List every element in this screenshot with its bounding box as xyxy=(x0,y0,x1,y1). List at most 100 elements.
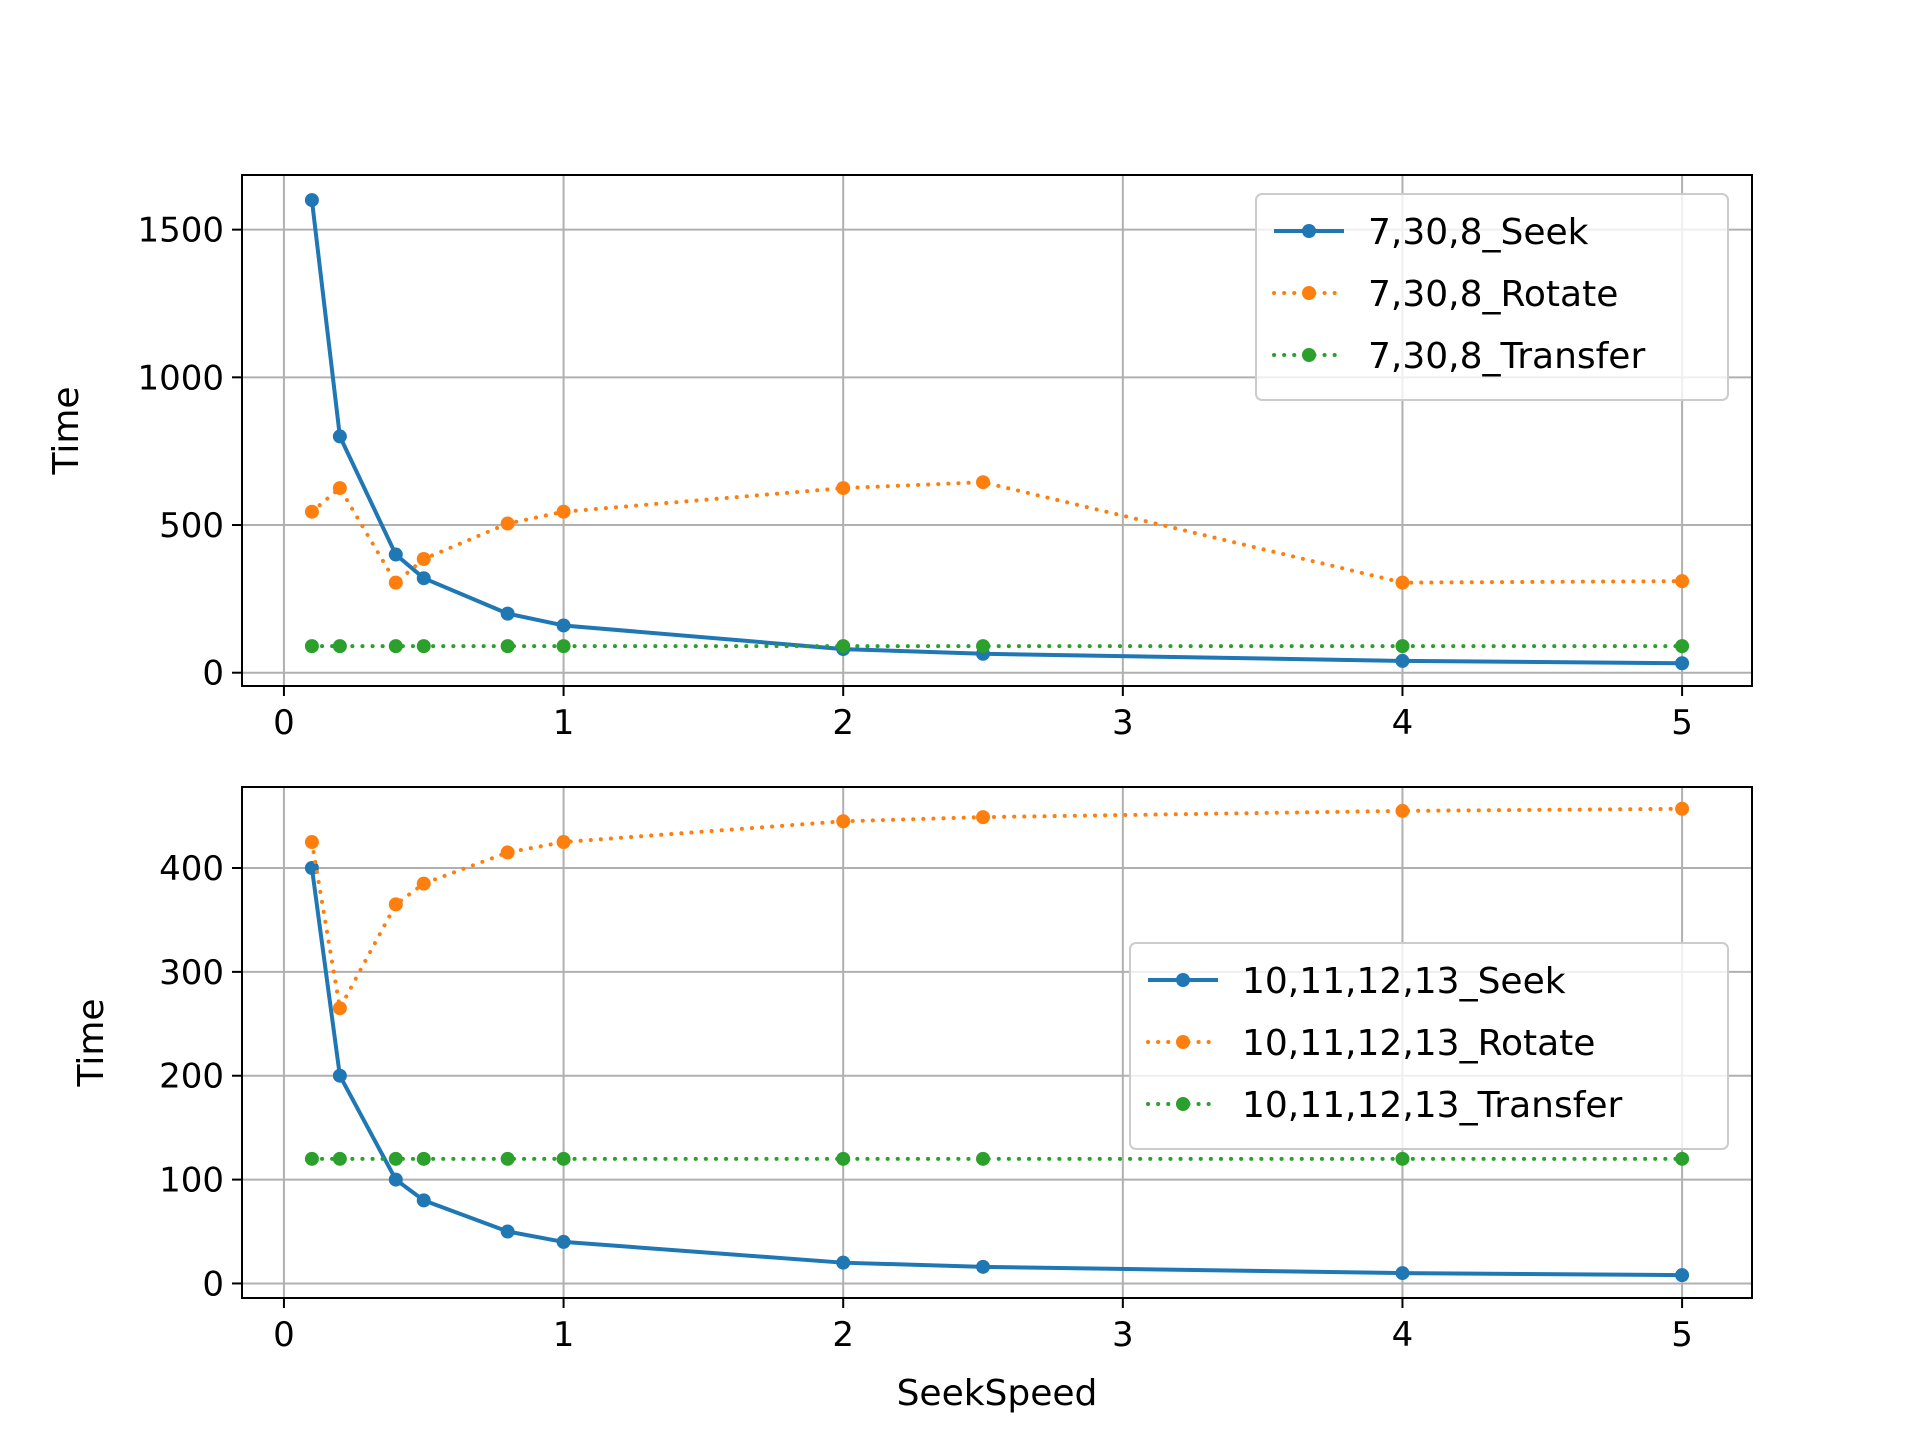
data-point xyxy=(556,639,571,654)
data-point xyxy=(332,429,347,444)
legend-label: 10,11,12,13_Seek xyxy=(1242,961,1566,1002)
data-point xyxy=(500,1151,515,1166)
legend: 10,11,12,13_Seek 10,11,12,13_Rotate 10,11,… xyxy=(1129,942,1729,1150)
data-point xyxy=(976,475,991,490)
subplot-2: 0 1 2 3 4 5 0 100 200 300 400 Time SeekSpeed 10,11,12… xyxy=(71,786,1753,1414)
data-point xyxy=(416,1193,431,1208)
data-point xyxy=(1395,575,1410,590)
y-tick-label: 0 xyxy=(202,1264,224,1304)
series-line-1 xyxy=(309,867,1683,1278)
data-point xyxy=(500,1224,515,1239)
data-point xyxy=(304,639,319,654)
plot-frame xyxy=(241,786,1753,1299)
legend-marker xyxy=(1302,224,1316,238)
data-point xyxy=(976,1259,991,1274)
series-line-2 xyxy=(309,480,1685,585)
data-point xyxy=(1675,1151,1690,1166)
data-point xyxy=(1395,1266,1410,1281)
data-point xyxy=(976,639,991,654)
data-point xyxy=(416,1151,431,1166)
data-point xyxy=(332,1001,347,1016)
x-tick-label: 3 xyxy=(1112,1315,1134,1355)
x-tick-label: 2 xyxy=(832,703,854,743)
data-point xyxy=(836,1255,851,1270)
x-tick-label: 2 xyxy=(832,1315,854,1355)
x-tick-label: 1 xyxy=(553,703,575,743)
data-point xyxy=(332,1151,347,1166)
data-point xyxy=(500,639,515,654)
x-tick-label: 3 xyxy=(1112,703,1134,743)
data-point xyxy=(332,1068,347,1083)
data-point xyxy=(556,618,571,633)
data-point xyxy=(500,845,515,860)
data-point xyxy=(388,1172,403,1187)
data-point xyxy=(304,193,319,208)
data-point xyxy=(304,835,319,850)
legend-marker xyxy=(1176,973,1190,987)
data-point xyxy=(388,1151,403,1166)
legend-label: 7,30,8_Transfer xyxy=(1368,336,1645,377)
legend-marker xyxy=(1302,348,1316,362)
data-point xyxy=(556,835,571,850)
y-tick-label: 100 xyxy=(159,1161,224,1201)
x-tick-label: 4 xyxy=(1392,703,1414,743)
data-point xyxy=(1395,639,1410,654)
y-tick-label: 300 xyxy=(159,953,224,993)
y-tick-label: 200 xyxy=(159,1057,224,1097)
data-point xyxy=(1675,639,1690,654)
legend-label: 10,11,12,13_Transfer xyxy=(1242,1085,1623,1126)
data-point xyxy=(332,481,347,496)
data-point xyxy=(1395,803,1410,818)
legend: 7,30,8_Seek 7,30,8_Rotate 7,30,8_Transfer xyxy=(1255,193,1729,401)
data-point xyxy=(416,551,431,566)
data-point xyxy=(416,876,431,891)
x-axis-label: SeekSpeed xyxy=(897,1373,1098,1414)
x-tick-label: 5 xyxy=(1671,1315,1693,1355)
data-point xyxy=(416,571,431,586)
data-point xyxy=(836,814,851,829)
x-tick-label: 0 xyxy=(273,1315,295,1355)
x-tick-label: 5 xyxy=(1671,703,1693,743)
y-tick-label: 1500 xyxy=(137,211,224,251)
data-point xyxy=(332,639,347,654)
data-point xyxy=(836,481,851,496)
x-tick-label: 0 xyxy=(273,703,295,743)
data-point xyxy=(836,639,851,654)
data-point xyxy=(976,810,991,825)
x-tick-label: 4 xyxy=(1392,1315,1414,1355)
data-point xyxy=(556,1234,571,1249)
y-axis-label: Time xyxy=(46,386,87,475)
data-point xyxy=(388,639,403,654)
data-point xyxy=(1675,656,1690,671)
data-point xyxy=(556,1151,571,1166)
subplot-1: 0 1 2 3 4 5050010001500Time7,30,8_Seek7,30,8_… xyxy=(46,174,1753,743)
data-point xyxy=(1395,653,1410,668)
legend-box xyxy=(1129,942,1729,1150)
data-point xyxy=(1675,574,1690,589)
data-point xyxy=(1675,1268,1690,1283)
data-point xyxy=(304,504,319,519)
data-point xyxy=(500,606,515,621)
data-point xyxy=(416,639,431,654)
data-point xyxy=(976,1151,991,1166)
legend-marker xyxy=(1176,1035,1190,1049)
x-tick-label: 1 xyxy=(553,1315,575,1355)
data-point xyxy=(500,516,515,531)
legend-box xyxy=(1255,193,1729,401)
data-point xyxy=(1395,1151,1410,1166)
legend-marker xyxy=(1302,286,1316,300)
data-point xyxy=(1675,801,1690,816)
legend-marker xyxy=(1176,1097,1190,1111)
y-axis-label: Time xyxy=(71,998,112,1087)
y-tick-label: 0 xyxy=(202,654,224,694)
data-point xyxy=(304,1151,319,1166)
data-point xyxy=(388,575,403,590)
y-tick-label: 400 xyxy=(159,849,224,889)
legend-label: 7,30,8_Rotate xyxy=(1368,274,1618,315)
series-line-1 xyxy=(309,199,1683,666)
y-tick-label: 1000 xyxy=(137,358,224,398)
data-point xyxy=(556,504,571,519)
y-tick-label: 500 xyxy=(159,506,224,546)
